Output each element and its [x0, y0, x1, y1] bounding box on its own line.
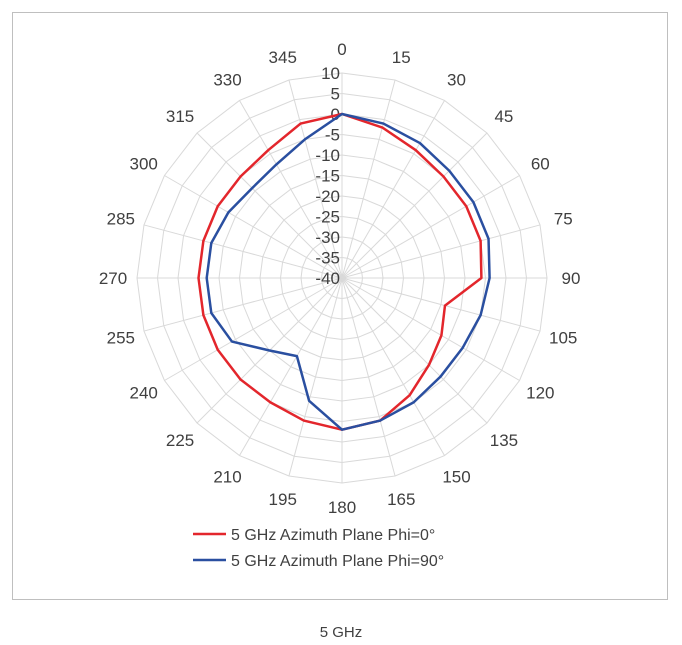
value-label: -5 [325, 126, 340, 145]
chart-frame [12, 12, 668, 600]
angle-label: 330 [213, 71, 241, 90]
legend-label: 5 GHz Azimuth Plane Phi=90° [231, 553, 444, 570]
angle-label: 225 [166, 431, 194, 450]
value-label: 10 [321, 64, 340, 83]
value-label: -35 [315, 249, 340, 268]
value-label: -15 [315, 167, 340, 186]
angle-label: 165 [387, 490, 415, 509]
grid-spoke [143, 224, 343, 279]
angle-label: 60 [531, 155, 550, 174]
legend: 5 GHz Azimuth Plane Phi=0° 5 GHz Azimuth … [193, 527, 444, 570]
grid-spoke [341, 100, 445, 279]
value-label: -40 [315, 269, 340, 288]
angle-label: 90 [562, 269, 581, 288]
value-label: -20 [315, 187, 340, 206]
grid-spoke [143, 277, 343, 332]
grid-spoke [341, 277, 445, 456]
angle-label: 45 [494, 107, 513, 126]
angle-label: 285 [107, 210, 135, 229]
grid-spoke [341, 79, 396, 279]
grid-spoke [196, 132, 343, 279]
grid-spoke [341, 277, 541, 332]
angle-label: 240 [129, 384, 157, 403]
series-layer [197, 112, 491, 431]
value-label: -25 [315, 208, 340, 227]
legend-label: 5 GHz Azimuth Plane Phi=0° [231, 527, 435, 544]
grid-spoke [164, 175, 343, 279]
grid-spoke [239, 277, 343, 456]
grid-layer [136, 72, 548, 484]
angle-labels: 0 153045607590105120135150165180195210225… [99, 40, 581, 517]
angle-label: 135 [490, 431, 518, 450]
angle-label: 150 [442, 467, 470, 486]
grid-spoke [239, 100, 343, 279]
angle-label: 30 [447, 71, 466, 90]
angle-label: 300 [129, 155, 157, 174]
angle-label: 0 [337, 40, 346, 59]
chart-caption: 5 GHz [319, 624, 363, 641]
value-label: -10 [315, 146, 340, 165]
grid-spoke [288, 79, 343, 279]
value-label: 5 [331, 85, 340, 104]
angle-label: 180 [328, 498, 356, 517]
grid-spoke [341, 132, 488, 279]
angle-label: 120 [526, 384, 554, 403]
grid-spoke [164, 277, 343, 381]
angle-label: 255 [107, 328, 135, 347]
angle-label: 75 [554, 210, 573, 229]
angle-label: 105 [549, 328, 577, 347]
angle-label: 195 [269, 490, 297, 509]
grid-spoke [288, 277, 343, 477]
grid-spoke [341, 224, 541, 279]
grid-spoke [341, 175, 520, 279]
angle-label: 210 [213, 467, 241, 486]
grid-spoke [341, 277, 488, 424]
angle-label: 270 [99, 269, 127, 288]
grid-spoke [341, 277, 520, 381]
angle-label: 15 [392, 48, 411, 67]
grid-spoke [341, 277, 396, 477]
value-label: -30 [315, 228, 340, 247]
angle-label: 315 [166, 107, 194, 126]
angle-label: 345 [269, 48, 297, 67]
series-line-2 [205, 112, 491, 431]
